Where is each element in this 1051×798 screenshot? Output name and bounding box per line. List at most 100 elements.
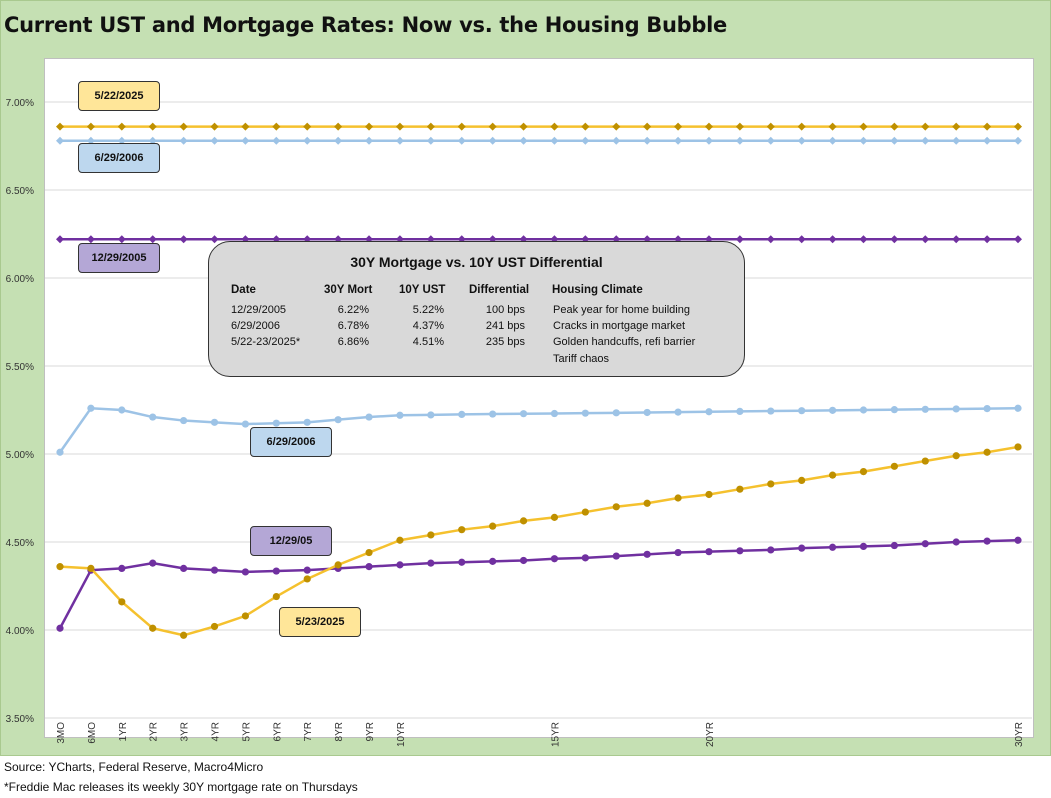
label-2005-mortgage: 12/29/2005 [78, 243, 160, 273]
data-point [736, 407, 744, 416]
data-point [859, 406, 868, 414]
data-point [395, 136, 404, 145]
data-point [859, 468, 868, 476]
data-point [983, 136, 992, 145]
data-point [643, 408, 651, 417]
series-line [56, 443, 1022, 639]
data-point [859, 542, 868, 551]
data-point [272, 136, 281, 145]
data-point [828, 406, 837, 414]
data-point [210, 136, 219, 145]
x-axis-ticks: 3MO 6MO 1YR 2YR 3YR 4YR 5YR 6YR 7YR 8YR 9YR 10YR 15Y… [56, 722, 1025, 747]
data-point [210, 566, 219, 574]
plot-area [44, 58, 1034, 738]
data-point [1014, 122, 1022, 131]
data-point [952, 405, 960, 413]
table-cell: 4.51% [412, 336, 444, 348]
table-cell: 5/22-23/2025* [231, 336, 301, 348]
data-point [427, 559, 435, 567]
table-cell: Tariff chaos [553, 353, 610, 365]
data-point [519, 136, 528, 145]
data-point [797, 136, 806, 145]
data-point [180, 416, 188, 425]
data-point [767, 407, 775, 415]
gridlines [45, 101, 1032, 719]
series-path [59, 445, 1019, 637]
x-tick-label: 10YR [396, 722, 407, 747]
data-point [148, 235, 157, 244]
data-point [921, 540, 929, 548]
data-point [612, 122, 621, 131]
data-point [210, 235, 219, 244]
data-point [612, 409, 620, 417]
data-point [179, 235, 188, 244]
data-point [581, 409, 589, 417]
data-point [550, 409, 559, 418]
series-line [56, 136, 1022, 145]
data-point [365, 548, 373, 557]
data-point [241, 420, 250, 428]
data-point [674, 136, 683, 145]
data-point [149, 559, 157, 567]
chart-title: Current UST and Mortgage Rates: Now vs. … [4, 13, 727, 37]
data-point [179, 136, 188, 145]
data-point [766, 136, 775, 145]
data-point [1014, 443, 1022, 451]
data-point [921, 136, 930, 145]
data-point [581, 508, 589, 516]
data-point [798, 407, 806, 415]
label-2006-curve: 6/29/2006 [250, 427, 332, 457]
data-point [241, 122, 250, 131]
data-point [489, 410, 497, 418]
x-tick-label: 1YR [118, 722, 129, 741]
data-point [674, 408, 682, 416]
data-point [396, 536, 404, 544]
data-point [56, 235, 64, 244]
data-point [643, 122, 652, 131]
data-point [148, 136, 157, 145]
data-point [118, 598, 126, 606]
data-point [489, 522, 497, 530]
data-point [272, 592, 280, 601]
data-point [87, 404, 95, 412]
data-point [210, 122, 219, 131]
data-point [426, 122, 435, 131]
data-point [458, 558, 466, 566]
data-point [519, 517, 528, 525]
data-point [952, 136, 961, 145]
data-point [921, 235, 930, 244]
data-point [86, 122, 95, 131]
data-point [519, 556, 528, 565]
data-point [798, 544, 806, 552]
data-point [303, 566, 311, 574]
data-point [303, 136, 312, 145]
data-point [149, 624, 157, 632]
data-point [767, 546, 775, 554]
data-point [427, 411, 435, 419]
data-point [643, 499, 651, 507]
data-point [797, 235, 806, 244]
data-point [56, 122, 64, 131]
data-point [458, 410, 466, 418]
y-tick-label: 4.50% [6, 538, 34, 549]
series-line [56, 404, 1022, 456]
data-point [365, 122, 374, 131]
data-point [828, 136, 837, 145]
data-point [117, 235, 126, 244]
y-tick-label: 6.00% [6, 274, 34, 285]
data-point [890, 541, 898, 550]
table-header: 10Y UST [399, 284, 446, 296]
data-point [334, 136, 343, 145]
data-point [489, 557, 497, 565]
data-point [56, 563, 64, 571]
data-point [766, 235, 775, 244]
data-point [426, 136, 435, 145]
data-point [365, 413, 373, 421]
data-point [643, 136, 652, 145]
data-point [210, 622, 219, 631]
data-point [488, 122, 497, 131]
x-tick-label: 3YR [180, 722, 191, 741]
data-point [828, 122, 837, 131]
x-tick-label: 20YR [705, 722, 716, 747]
y-tick-label: 3.50% [6, 714, 34, 725]
